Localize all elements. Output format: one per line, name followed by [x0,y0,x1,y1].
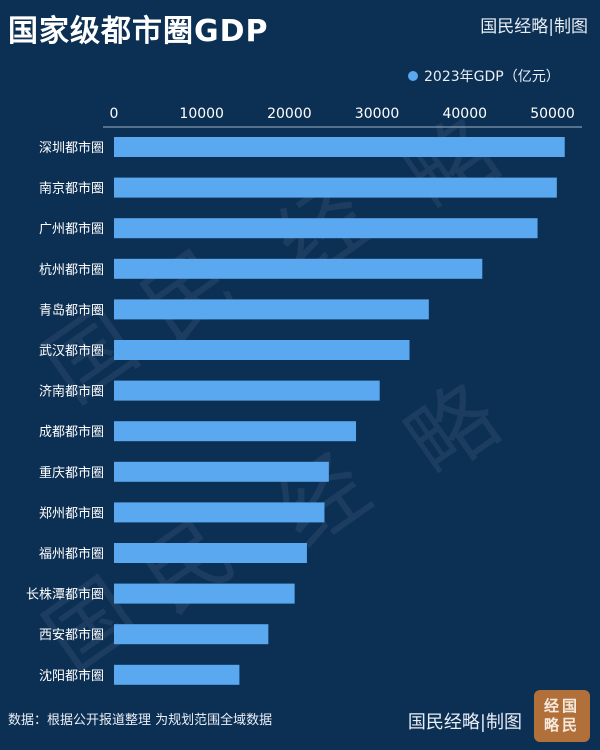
chart-title: 国家级都市圈GDP [8,14,269,49]
category-label: 重庆都市圈 [39,465,104,481]
bar [114,380,380,401]
bar [114,258,483,279]
bar [114,137,565,157]
bar [114,543,307,563]
x-tick-label: 50000 [530,106,575,122]
category-label: 成都都市圈 [39,424,104,440]
bar [114,583,295,604]
bar [114,177,557,198]
x-tick-label: 10000 [179,106,224,122]
bar [114,624,269,645]
bar [114,502,325,523]
category-label: 济南都市圈 [39,384,104,400]
bar [114,421,357,442]
legend-label: 2023年GDP（亿元） [424,69,560,85]
bar-chart: 2023年GDP（亿元） 0 10000 20000 30000 40000 50000 深圳… [26,69,582,685]
category-label: 福州都市圈 [39,546,104,562]
brand-seal: 经国略民 [534,690,590,742]
bar [114,340,410,360]
category-label: 深圳都市圈 [39,140,104,156]
category-label: 沈阳都市圈 [39,668,104,684]
seal-text: 经国略民 [543,697,580,734]
category-label: 广州都市圈 [39,221,104,237]
bar [114,664,240,685]
category-label: 南京都市圈 [39,181,104,197]
bar [114,461,329,482]
category-label: 长株潭都市圈 [26,587,104,603]
x-tick-label: 0 [110,106,119,122]
brand-label-bottom: 国民经略|制图 [407,712,522,733]
category-label: 青岛都市圈 [39,302,104,318]
category-label: 西安都市圈 [39,627,104,643]
x-tick-label: 40000 [442,106,487,122]
x-tick-label: 20000 [267,106,312,122]
category-label: 杭州都市圈 [39,262,104,278]
legend-marker [408,71,418,81]
bar [114,218,538,239]
category-label: 武汉都市圈 [39,343,104,359]
category-label: 郑州都市圈 [39,505,104,521]
bar [114,299,429,320]
brand-label-top: 国民经略|制图 [480,17,588,37]
source-note: 数据：根据公开报道整理 为规划范围全域数据 [8,713,273,728]
x-tick-label: 30000 [355,106,400,122]
